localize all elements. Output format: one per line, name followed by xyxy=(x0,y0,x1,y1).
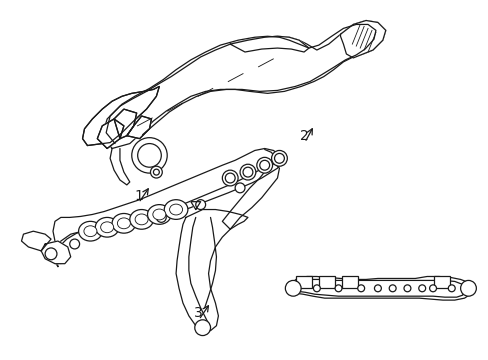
Polygon shape xyxy=(222,163,279,229)
Circle shape xyxy=(374,285,381,292)
Ellipse shape xyxy=(129,210,153,229)
Circle shape xyxy=(334,285,341,292)
Circle shape xyxy=(271,150,287,166)
Circle shape xyxy=(150,166,162,178)
Polygon shape xyxy=(114,109,137,139)
Circle shape xyxy=(240,164,255,180)
Ellipse shape xyxy=(95,217,119,237)
Circle shape xyxy=(131,138,167,173)
Bar xyxy=(318,276,334,288)
Text: 3: 3 xyxy=(194,306,203,320)
Bar xyxy=(433,276,449,288)
Ellipse shape xyxy=(117,218,130,229)
Circle shape xyxy=(447,285,454,292)
Circle shape xyxy=(70,239,80,249)
Bar xyxy=(296,276,311,288)
Circle shape xyxy=(429,285,436,292)
Ellipse shape xyxy=(79,221,102,241)
Polygon shape xyxy=(21,231,51,251)
Ellipse shape xyxy=(84,226,97,237)
Polygon shape xyxy=(53,148,281,267)
Polygon shape xyxy=(126,116,151,139)
Circle shape xyxy=(45,248,57,260)
Text: 1: 1 xyxy=(134,189,142,203)
Circle shape xyxy=(403,285,410,292)
Circle shape xyxy=(235,183,244,193)
Circle shape xyxy=(285,280,301,296)
Polygon shape xyxy=(102,21,385,148)
Circle shape xyxy=(313,285,320,292)
Ellipse shape xyxy=(164,200,187,219)
Ellipse shape xyxy=(101,222,113,233)
Circle shape xyxy=(418,285,425,292)
Ellipse shape xyxy=(153,209,165,220)
Ellipse shape xyxy=(147,204,171,224)
Bar xyxy=(342,276,358,288)
Polygon shape xyxy=(340,21,385,58)
Ellipse shape xyxy=(135,214,148,225)
Polygon shape xyxy=(82,86,159,145)
Circle shape xyxy=(388,285,395,292)
Ellipse shape xyxy=(112,213,136,233)
Polygon shape xyxy=(176,210,247,330)
Circle shape xyxy=(357,285,364,292)
Polygon shape xyxy=(190,202,200,210)
Polygon shape xyxy=(289,276,471,300)
Ellipse shape xyxy=(169,204,182,215)
Polygon shape xyxy=(41,241,71,264)
Circle shape xyxy=(222,170,238,186)
Polygon shape xyxy=(230,36,308,52)
Polygon shape xyxy=(97,119,123,148)
Circle shape xyxy=(460,280,475,296)
Text: 2: 2 xyxy=(300,129,308,143)
Circle shape xyxy=(194,320,210,336)
Circle shape xyxy=(256,157,272,173)
Circle shape xyxy=(195,200,205,210)
Circle shape xyxy=(156,212,166,222)
